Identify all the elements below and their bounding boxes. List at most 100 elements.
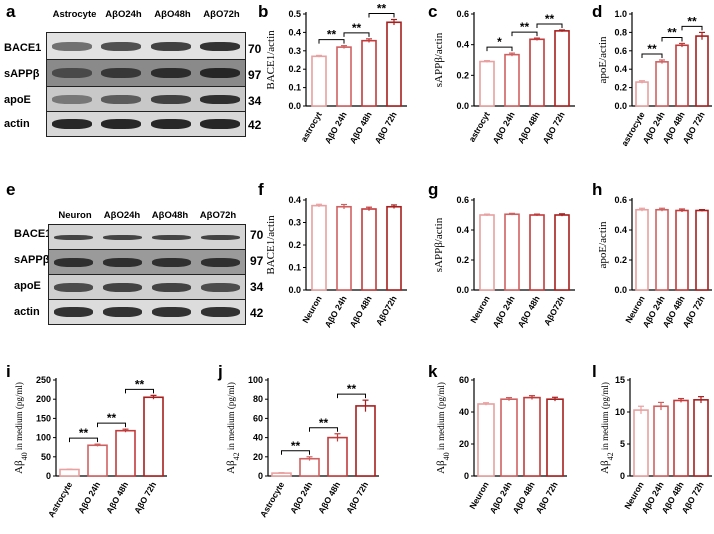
panel-letter-b: b <box>258 2 269 21</box>
significance-label: ** <box>107 411 117 425</box>
y-tick-label: 0 <box>46 471 51 481</box>
bar <box>529 38 545 107</box>
panel-letter-f: f <box>258 180 264 199</box>
significance-label: ** <box>377 2 387 16</box>
x-tick-label: AβO 24h <box>323 110 349 145</box>
y-tick-label: 0.2 <box>614 255 627 265</box>
bar <box>386 205 402 291</box>
x-tick-label: AβO 48h <box>516 110 542 145</box>
blot-band <box>53 307 94 317</box>
significance-label: ** <box>667 25 677 39</box>
blot-a-row-label: sAPPβ <box>4 68 40 80</box>
blot-a-kda: 34 <box>248 94 262 108</box>
x-tick-label: AβO 72h <box>541 110 567 145</box>
y-tick-label: 0.0 <box>614 101 627 111</box>
bar <box>546 398 564 477</box>
blot-a-strip-sappb <box>46 59 246 87</box>
y-axis-label: sAPPβ/actin <box>433 32 445 87</box>
y-tick-label: 0.6 <box>614 195 627 205</box>
y-tick-label: 0.0 <box>456 285 469 295</box>
bar <box>336 205 352 291</box>
bar <box>693 399 709 477</box>
blot-band <box>200 282 241 292</box>
x-tick-label: AβO 48h <box>104 480 130 515</box>
x-tick-label: AβO 72h <box>344 480 370 515</box>
y-axis-label: sAPPβ/actin <box>433 217 445 272</box>
significance-bracket <box>318 39 345 44</box>
bar <box>529 214 545 291</box>
bar <box>655 208 669 291</box>
bar-chart-b: 0.00.10.20.30.40.5BACE1/actinastrocytAβO… <box>265 2 407 145</box>
bar <box>87 444 108 477</box>
y-tick-label: 60 <box>253 413 263 423</box>
bar <box>504 213 520 291</box>
blot-band <box>200 234 241 240</box>
blot-e-row-label: apoE <box>14 280 41 292</box>
blot-band <box>53 234 94 240</box>
bar <box>653 405 669 477</box>
y-tick-label: 0.2 <box>288 240 301 250</box>
x-tick-label: AβO 48h <box>316 480 342 515</box>
panel-letter-l: l <box>592 362 597 381</box>
blot-e-row-label: actin <box>14 306 40 318</box>
blot-band <box>51 119 92 129</box>
significance-bracket <box>661 36 683 42</box>
x-tick-label: AβO 24h <box>491 110 517 145</box>
y-tick-label: 0.6 <box>456 195 469 205</box>
bar-chart-d: 0.00.20.40.60.81.0apoE/actinastrocyteAβO… <box>597 9 712 148</box>
bar-chart-i: 0 50 100 150 200 250 Aβ40 in medium (pg/ml) Ast… <box>13 375 167 519</box>
bar <box>59 468 80 477</box>
blot-e-kda: 34 <box>250 280 264 294</box>
bar <box>355 405 376 477</box>
significance-label: ** <box>327 28 337 42</box>
blot-band <box>101 68 142 78</box>
blot-e-lane-labels: Neuron AβO24h AβO48h AβO72h <box>52 210 248 221</box>
y-tick-label: 0 <box>258 471 263 481</box>
significance-bracket <box>536 23 563 28</box>
blot-band <box>53 282 94 292</box>
significance-bracket <box>343 32 370 37</box>
y-tick-label: 50 <box>41 452 51 462</box>
x-tick-label: AβO 72h <box>373 110 399 145</box>
blot-band <box>51 68 92 78</box>
blot-e-row-label: sAPPβ <box>14 254 50 266</box>
y-tick-label: 100 <box>36 433 51 443</box>
x-tick-label: AβO 48h <box>516 294 542 329</box>
significance-label: ** <box>520 20 530 34</box>
blot-e-lane-label: AβO24h <box>103 210 141 221</box>
significance-label: ** <box>291 439 301 453</box>
bar <box>675 209 689 291</box>
y-tick-label: 0.0 <box>288 285 301 295</box>
x-tick-label: Astrocyte <box>46 480 74 519</box>
bar <box>554 30 570 107</box>
x-tick-label: AβO 48h <box>348 110 374 145</box>
y-tick-label: 0.0 <box>288 101 301 111</box>
bar <box>673 399 689 477</box>
x-tick-label: AβO 72h <box>534 480 560 515</box>
panel-letter-g: g <box>428 180 439 199</box>
blot-e-lane-label: AβO72h <box>199 210 237 221</box>
y-axis-label: Aβ40 in medium (pg/ml) <box>13 382 29 474</box>
blot-band <box>151 257 192 267</box>
y-tick-label: 0.2 <box>614 83 627 93</box>
blot-band <box>150 119 191 129</box>
blot-band <box>151 282 192 292</box>
x-tick-label: Astrocyte <box>258 480 286 519</box>
blot-a-strip-bace1 <box>46 32 246 60</box>
y-tick-label: 1.0 <box>614 9 627 19</box>
panel-letter-c: c <box>428 2 438 21</box>
x-tick-label: AβO 24h <box>323 294 349 329</box>
y-tick-label: 15 <box>615 375 625 385</box>
bar <box>479 214 495 291</box>
blot-band <box>150 41 191 51</box>
bar <box>143 396 164 477</box>
panel-letter-j: j <box>218 362 223 381</box>
blot-band <box>200 68 241 78</box>
x-tick-label: AβO 48h <box>348 294 374 329</box>
y-tick-label: 0.3 <box>288 218 301 228</box>
x-tick-label: AβO72h <box>542 294 567 327</box>
blot-e-strip-apoe <box>48 274 246 300</box>
blot-a-kda: 97 <box>248 68 262 82</box>
